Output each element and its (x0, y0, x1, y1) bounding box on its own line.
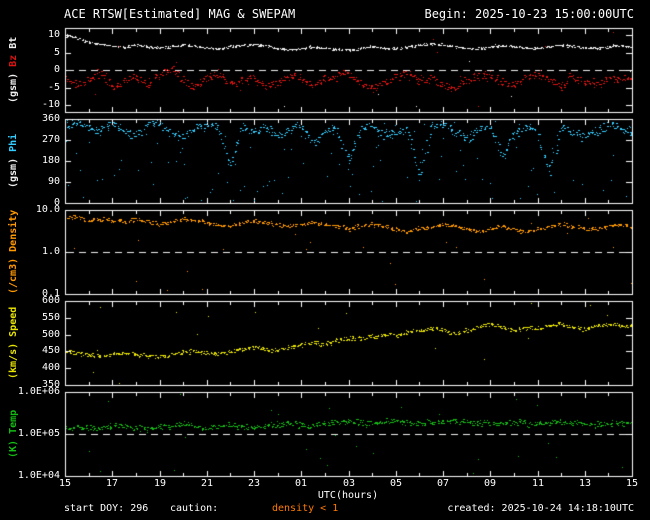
x-tick-label: 19 (153, 478, 167, 489)
y-axis-title-part: Phi (8, 133, 19, 152)
y-tick-label: 0 (53, 197, 60, 208)
y-axis-title: (K) Temp (8, 392, 50, 476)
y-axis-title-part: Speed (8, 306, 19, 337)
y-axis-title-part: Bz (8, 54, 19, 67)
y-tick-label: -10 (41, 99, 60, 110)
y-tick-label: 180 (41, 155, 60, 166)
caution-value: density < 1 (272, 503, 339, 514)
x-tick-label: 09 (483, 478, 497, 489)
y-tick-label: 1.0E+06 (17, 386, 60, 397)
y-axis-title: (km/s) Speed (8, 301, 50, 385)
y-axis-title-part: (gsm) (8, 73, 19, 104)
y-tick-label: 0.1 (41, 288, 60, 299)
y-tick-label: 1.0E+05 (17, 428, 60, 439)
begin-timestamp: Begin: 2025-10-23 15:00:00UTC (424, 7, 634, 21)
start-doy-label: start DOY: 296 (64, 503, 149, 514)
y-tick-label: 450 (41, 345, 60, 356)
y-axis-title-part: (/cm3) (8, 257, 19, 294)
x-tick-label: 03 (342, 478, 356, 489)
x-tick-label: 13 (578, 478, 592, 489)
y-tick-label: 10 (47, 29, 60, 40)
y-axis-title-part: (km/s) (8, 343, 19, 380)
y-tick-label: 400 (41, 362, 60, 373)
y-axis-title-part: (gsm) (8, 158, 19, 189)
y-axis-title: (/cm3) Density (8, 210, 50, 294)
y-tick-label: 270 (41, 134, 60, 145)
y-tick-label: 500 (41, 329, 60, 340)
x-tick-label: 07 (436, 478, 450, 489)
x-axis-label: UTC(hours) (317, 490, 379, 501)
y-axis-title-part: Bt (8, 36, 19, 49)
y-tick-label: 350 (41, 379, 60, 390)
y-tick-label: 90 (47, 176, 60, 187)
y-tick-label: 1.0E+04 (17, 470, 60, 481)
x-tick-label: 15 (58, 478, 72, 489)
x-tick-label: 17 (105, 478, 119, 489)
y-tick-label: 1.0 (41, 246, 60, 257)
y-axis-title-part: (K) (8, 440, 19, 459)
chart-title: ACE RTSW[Estimated] MAG & SWEPAM (64, 7, 296, 21)
x-tick-label: 11 (531, 478, 545, 489)
y-axis-title-part: Temp (8, 409, 19, 434)
caution-label: caution: (170, 503, 219, 514)
y-tick-label: 600 (41, 295, 60, 306)
y-axis-title-part: Density (8, 209, 19, 252)
y-tick-label: 0 (53, 64, 60, 75)
x-tick-label: 15 (625, 478, 639, 489)
y-tick-label: 550 (41, 312, 60, 323)
y-tick-label: 360 (41, 113, 60, 124)
y-tick-label: -5 (47, 82, 60, 93)
x-tick-label: 05 (389, 478, 403, 489)
x-tick-label: 21 (200, 478, 214, 489)
x-tick-label: 23 (247, 478, 261, 489)
y-tick-label: 10.0 (35, 204, 60, 215)
y-tick-label: 5 (53, 47, 60, 58)
created-timestamp: created: 2025-10-24 14:18:10UTC (447, 503, 634, 514)
y-axis-title: (gsm) Phi (8, 119, 50, 203)
x-tick-label: 01 (294, 478, 308, 489)
y-axis-title: (gsm) Bz Bt (8, 28, 50, 112)
